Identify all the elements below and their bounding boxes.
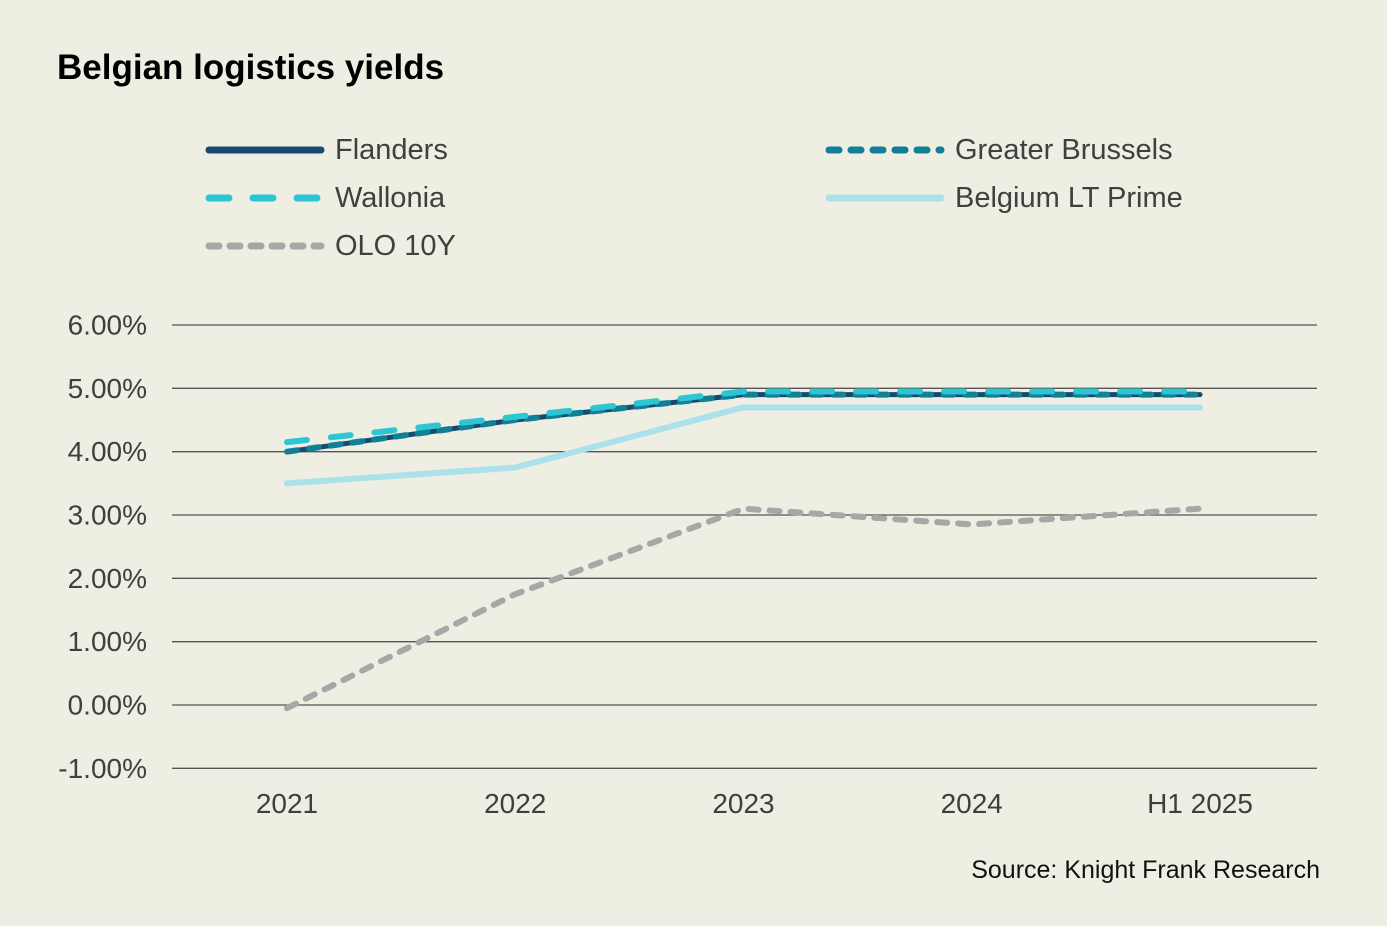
- legend-label: Wallonia: [335, 181, 446, 214]
- legend-swatch-wallonia: [205, 194, 325, 202]
- legend-item-wallonia: Wallonia: [205, 174, 456, 222]
- y-tick-label: -1.00%: [58, 753, 147, 784]
- legend-item-belgium-lt-prime: Belgium LT Prime: [825, 174, 1183, 222]
- series-line-greater-brussels: [284, 391, 1203, 455]
- x-tick-label: 2022: [484, 788, 546, 819]
- legend-label: Flanders: [335, 133, 448, 166]
- legend-swatch-belgium-lt-prime: [825, 194, 945, 202]
- y-tick-label: 1.00%: [68, 626, 147, 657]
- source-credit: Source: Knight Frank Research: [971, 856, 1320, 884]
- x-tick-label: H1 2025: [1147, 788, 1253, 819]
- x-tick-label: 2023: [712, 788, 774, 819]
- legend-item-olo-10y: OLO 10Y: [205, 222, 456, 270]
- legend-swatch-olo-10y: [205, 242, 325, 250]
- series-line-belgium-lt-prime: [284, 404, 1203, 487]
- legend-swatch-flanders: [205, 146, 325, 154]
- legend-column-right: Greater Brussels Belgium LT Prime: [825, 126, 1183, 222]
- chart-title: Belgian logistics yields: [57, 48, 445, 87]
- legend-label: OLO 10Y: [335, 229, 456, 262]
- y-tick-label: 3.00%: [68, 499, 147, 530]
- legend-column-left: Flanders Wallonia OLO 10Y: [205, 126, 456, 270]
- x-tick-label: 2024: [941, 788, 1003, 819]
- y-tick-label: 6.00%: [68, 310, 147, 341]
- legend-label: Belgium LT Prime: [955, 181, 1183, 214]
- y-tick-label: 5.00%: [68, 373, 147, 404]
- x-tick-label: 2021: [256, 788, 318, 819]
- legend-item-flanders: Flanders: [205, 126, 456, 174]
- series-line-olo-10y: [284, 505, 1203, 712]
- y-tick-label: 4.00%: [68, 436, 147, 467]
- y-tick-label: 0.00%: [68, 689, 147, 720]
- legend-label: Greater Brussels: [955, 133, 1173, 166]
- legend-item-greater-brussels: Greater Brussels: [825, 126, 1183, 174]
- series-line-wallonia: [284, 388, 1203, 446]
- series-line-flanders: [284, 392, 1203, 455]
- legend-swatch-greater-brussels: [825, 146, 945, 154]
- y-tick-label: 2.00%: [68, 563, 147, 594]
